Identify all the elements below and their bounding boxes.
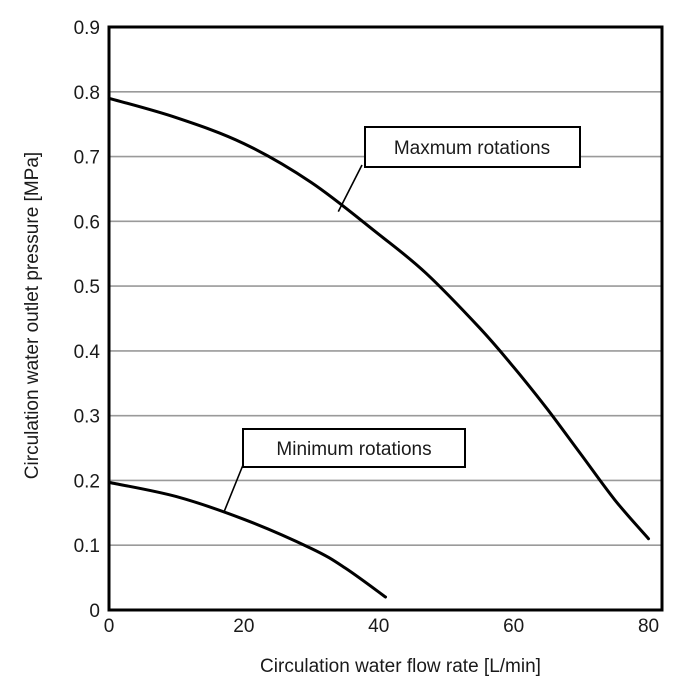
annotation-box <box>242 428 466 468</box>
annotation-label: Maxmum rotations <box>394 138 550 159</box>
y-tick-label: 0.1 <box>74 536 100 557</box>
grid-lines <box>109 90 662 547</box>
annotations: Maxmum rotations Minimum rotations <box>222 126 581 514</box>
annotation-leader-line <box>337 164 363 212</box>
y-tick-label: 0.5 <box>74 277 100 298</box>
y-tick-label: 0.6 <box>74 212 100 233</box>
y-tick-label: 0 <box>89 601 100 622</box>
x-tick-label: 0 <box>104 616 115 637</box>
x-tick-labels: 0 20 40 60 80 <box>104 616 659 637</box>
annotation-leader-line <box>222 464 244 514</box>
series-line-maximum <box>107 96 650 541</box>
x-tick-label: 40 <box>368 616 389 637</box>
y-tick-label: 0.8 <box>74 83 100 104</box>
plot-frame <box>107 25 664 612</box>
x-tick-label: 80 <box>638 616 659 637</box>
y-tick-label: 0.3 <box>74 407 100 428</box>
y-tick-labels: 0 0.1 0.2 0.3 0.4 0.5 0.6 0.7 0.8 0.9 <box>74 18 101 622</box>
series-lines <box>107 96 650 599</box>
series-line-minimum <box>107 480 387 599</box>
y-axis-label: Circulation water outlet pressure [MPa] <box>22 152 43 479</box>
y-tick-label: 0.9 <box>74 18 100 39</box>
y-tick-label: 0.4 <box>74 342 101 363</box>
y-tick-label: 0.7 <box>74 148 100 169</box>
x-tick-label: 20 <box>233 616 254 637</box>
annotation-label: Minimum rotations <box>276 439 431 460</box>
x-axis-label: Circulation water flow rate [L/min] <box>260 656 541 677</box>
x-tick-label: 60 <box>503 616 524 637</box>
y-tick-label: 0.2 <box>74 471 100 492</box>
annotation-box <box>364 126 581 168</box>
